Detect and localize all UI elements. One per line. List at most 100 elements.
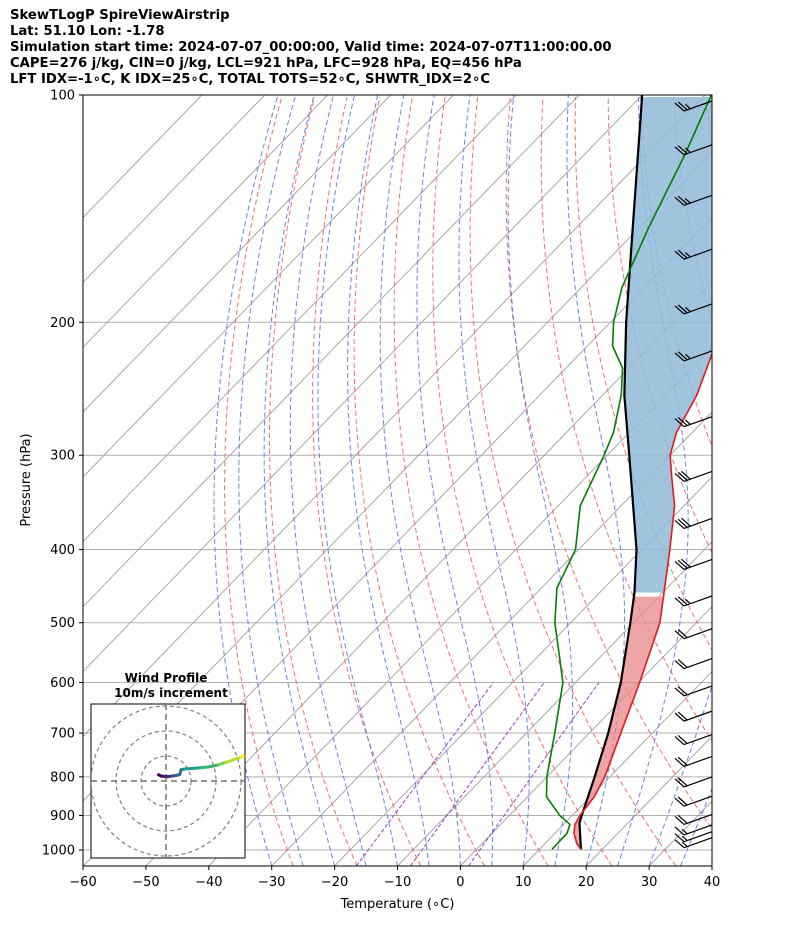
wind-barb bbox=[674, 416, 713, 428]
moist-adiabat-line bbox=[317, 95, 398, 866]
hodograph-plot bbox=[91, 704, 245, 858]
wind-barbs bbox=[674, 100, 713, 849]
y-tick-label: 200 bbox=[50, 316, 75, 331]
y-tick-label: 600 bbox=[50, 676, 75, 691]
barb-flag bbox=[674, 305, 685, 315]
barb-flag bbox=[677, 471, 688, 481]
wind-barb bbox=[674, 350, 713, 362]
sounding-profiles bbox=[545, 95, 712, 850]
wind-barb bbox=[674, 795, 713, 807]
dry-adiabat-line bbox=[224, 96, 294, 866]
barb-staff bbox=[683, 248, 713, 260]
moist-adiabat-line bbox=[566, 95, 626, 866]
isotherm-line bbox=[83, 95, 517, 543]
moist-adiabat-line bbox=[507, 95, 574, 866]
isotherm-line bbox=[83, 95, 706, 737]
wind-barb bbox=[674, 657, 713, 670]
dry-adiabat-line bbox=[432, 96, 613, 866]
isotherm-line bbox=[83, 95, 454, 478]
barb-flag bbox=[677, 195, 688, 205]
wind-barb bbox=[674, 776, 713, 788]
x-tick-label: 30 bbox=[641, 875, 658, 890]
barb-flag bbox=[677, 351, 688, 361]
barb-flag bbox=[677, 796, 688, 806]
isotherm-line bbox=[397, 541, 712, 866]
x-tick-label: −60 bbox=[69, 875, 96, 890]
isotherm-line bbox=[145, 281, 712, 866]
moist-adiabat-line bbox=[648, 684, 712, 866]
isotherm-line bbox=[334, 476, 712, 866]
barb-flag bbox=[677, 777, 688, 787]
barb-flag bbox=[674, 352, 685, 362]
barb-staff bbox=[683, 710, 713, 722]
barb-flag bbox=[677, 145, 688, 155]
x-tick-label: 0 bbox=[456, 875, 464, 890]
moist-adiabat-line bbox=[347, 95, 430, 866]
barb-staff bbox=[683, 755, 713, 767]
y-tick-label: 400 bbox=[50, 543, 75, 558]
isotherm-line bbox=[83, 95, 328, 348]
wind-barb bbox=[674, 248, 713, 260]
barb-flag bbox=[674, 597, 685, 607]
dry-adiabat-line bbox=[705, 96, 712, 153]
barb-half-flag bbox=[684, 252, 691, 258]
dry-adiabat-line bbox=[469, 96, 677, 866]
barb-staff bbox=[683, 470, 713, 483]
barb-flag bbox=[677, 686, 688, 696]
y-tick-label: 800 bbox=[50, 770, 75, 785]
x-tick-label: −10 bbox=[384, 875, 411, 890]
barb-half-flag bbox=[684, 353, 691, 360]
y-tick-label: 1000 bbox=[42, 844, 75, 859]
barb-flag bbox=[674, 778, 685, 788]
barb-half-flag bbox=[684, 306, 691, 313]
wind-barb bbox=[674, 517, 713, 529]
barb-flag bbox=[677, 559, 688, 569]
barb-flag bbox=[674, 736, 685, 746]
barb-flag bbox=[674, 630, 685, 640]
dry-adiabat-line bbox=[739, 97, 794, 866]
barb-flag bbox=[674, 687, 685, 697]
barb-staff bbox=[683, 628, 713, 640]
dry-adiabat-line bbox=[312, 96, 422, 866]
y-tick-label: 700 bbox=[50, 727, 75, 742]
y-tick-label: 500 bbox=[50, 616, 75, 631]
isotherm-line bbox=[460, 605, 712, 866]
mixing-ratio-line bbox=[468, 682, 600, 866]
dry-adiabat-line bbox=[540, 96, 712, 742]
barb-staff bbox=[683, 831, 713, 843]
cape-area bbox=[624, 96, 712, 593]
cape-cin-shading bbox=[574, 96, 712, 850]
barb-staff bbox=[683, 100, 713, 112]
dewpoint-line bbox=[545, 95, 712, 850]
wind-barb bbox=[674, 100, 713, 112]
isotherm-line bbox=[585, 735, 712, 866]
wind-barb bbox=[674, 558, 713, 570]
wind-barb bbox=[674, 628, 713, 640]
moist-adiabat-line bbox=[263, 95, 336, 866]
barb-flag bbox=[677, 659, 688, 668]
barb-flag bbox=[681, 558, 691, 568]
wind-barb bbox=[674, 755, 713, 767]
barb-half-flag bbox=[681, 835, 688, 842]
barb-half-flag bbox=[684, 198, 691, 204]
barb-flag bbox=[677, 304, 688, 314]
barb-flag bbox=[674, 519, 685, 529]
barb-flag bbox=[674, 250, 685, 260]
barb-flag bbox=[677, 249, 688, 259]
y-tick-label: 900 bbox=[50, 809, 75, 824]
x-tick-label: 40 bbox=[704, 875, 721, 890]
moist-adiabat-line bbox=[680, 787, 712, 866]
barb-flag bbox=[674, 797, 685, 807]
barb-staff bbox=[683, 194, 713, 206]
barb-flag bbox=[677, 518, 688, 528]
barb-flag bbox=[677, 101, 688, 111]
barb-flag bbox=[677, 756, 688, 766]
wind-barb bbox=[674, 710, 713, 722]
wind-barb bbox=[674, 685, 713, 697]
barb-half-flag bbox=[684, 103, 691, 110]
barb-staff bbox=[683, 517, 713, 529]
cin-area bbox=[574, 596, 664, 850]
chart-title: SkewTLogP SpireViewAirstrip bbox=[10, 8, 230, 23]
barb-flag bbox=[674, 418, 685, 428]
